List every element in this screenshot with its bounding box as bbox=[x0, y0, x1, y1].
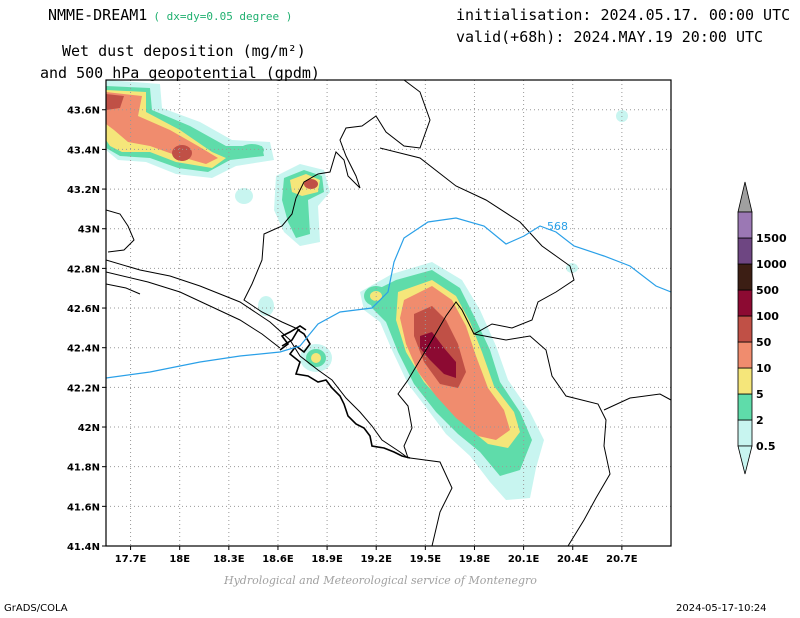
lon-tick-label: 19.8E bbox=[459, 554, 491, 565]
border-line bbox=[106, 259, 409, 459]
colorbar-swatch bbox=[737, 393, 753, 421]
lat-tick-label: 41.4N bbox=[67, 542, 100, 553]
lat-tick-label: 43.6N bbox=[67, 106, 100, 117]
render-timestamp: 2024-05-17-10:24 bbox=[676, 603, 767, 614]
lon-tick-label: 20.1E bbox=[508, 554, 540, 565]
initialisation-time: initialisation: 2024.05.17. 00:00 UTC bbox=[456, 6, 791, 24]
colorbar-label: 2 bbox=[756, 414, 764, 427]
dust-plume-main bbox=[420, 332, 456, 378]
plot-frame bbox=[105, 79, 672, 547]
colorbar: 0.5 2 5 10 50 100 500 1000 1500 bbox=[737, 181, 787, 475]
colorbar-label: 0.5 bbox=[756, 440, 776, 453]
lon-tick-label: 18.6E bbox=[262, 554, 294, 565]
colorbar-cap-bottom bbox=[737, 445, 753, 475]
longitude-axis: 17.7E 18E 18.3E 18.6E 18.9E 19.2E 19.5E 19.8E 20… bbox=[115, 546, 638, 565]
lat-tick-label: 42.2N bbox=[67, 383, 100, 394]
coastline bbox=[279, 325, 307, 351]
contour-label: 568 bbox=[547, 220, 568, 233]
border-line bbox=[106, 271, 281, 349]
lat-tick-label: 43.2N bbox=[67, 185, 100, 196]
latitude-axis: 41.4N 41.6N 41.8N 42N 42.2N 42.4N 42.6N 42.8N 43… bbox=[67, 106, 106, 553]
contour-line bbox=[106, 217, 671, 379]
dust-area-nw bbox=[106, 94, 124, 110]
software-label: GrADS/COLA bbox=[4, 603, 68, 614]
colorbar-label: 100 bbox=[756, 310, 779, 323]
lon-tick-label: 20.7E bbox=[606, 554, 638, 565]
lat-tick-label: 42N bbox=[78, 423, 100, 434]
dust-area-nw bbox=[172, 145, 192, 161]
lon-tick-label: 19.2E bbox=[360, 554, 392, 565]
border-line bbox=[379, 147, 575, 459]
coastline bbox=[281, 328, 411, 459]
dust-area-central-north bbox=[304, 179, 318, 189]
colorbar-swatch bbox=[737, 315, 753, 343]
resolution-label: ( dx=dy=0.05 degree ) bbox=[153, 10, 293, 23]
dust-field bbox=[106, 80, 628, 500]
colorbar-swatch bbox=[737, 289, 753, 317]
lon-tick-label: 19.5E bbox=[410, 554, 442, 565]
lon-tick-label: 18.9E bbox=[311, 554, 343, 565]
lat-tick-label: 41.8N bbox=[67, 463, 100, 474]
colorbar-swatch bbox=[737, 367, 753, 395]
colorbar-label: 1500 bbox=[756, 232, 787, 245]
colorbar-cap-top bbox=[737, 181, 753, 213]
model-name: NMME-DREAM1 ( dx=dy=0.05 degree ) bbox=[48, 6, 292, 24]
border-line bbox=[106, 209, 135, 253]
lat-tick-label: 41.6N bbox=[67, 502, 100, 513]
lat-tick-label: 42.4N bbox=[67, 344, 100, 355]
colorbar-swatch bbox=[737, 419, 753, 447]
colorbar-swatch bbox=[737, 263, 753, 291]
border-line bbox=[106, 283, 141, 295]
coastline-montenegro bbox=[279, 325, 411, 459]
colorbar-swatch bbox=[737, 341, 753, 369]
colorbar-swatch bbox=[737, 237, 753, 265]
border-line bbox=[409, 457, 453, 546]
dust-area-small bbox=[311, 353, 321, 363]
lat-tick-label: 43.4N bbox=[67, 145, 100, 156]
colorbar-label: 50 bbox=[756, 336, 772, 349]
lat-tick-label: 43N bbox=[78, 225, 100, 236]
colorbar-label: 10 bbox=[756, 362, 772, 375]
geopotential-contour-568: 568 bbox=[106, 217, 671, 379]
credit-text: Hydrological and Meteorological service … bbox=[224, 574, 537, 587]
map-grid bbox=[106, 80, 671, 547]
colorbar-label: 1000 bbox=[756, 258, 787, 271]
lon-tick-label: 18E bbox=[169, 554, 190, 565]
lon-tick-label: 20.4E bbox=[557, 554, 589, 565]
lon-tick-label: 18.3E bbox=[213, 554, 245, 565]
colorbar-label: 5 bbox=[756, 388, 764, 401]
dust-area-north bbox=[240, 144, 264, 156]
border-line bbox=[243, 80, 431, 331]
model-label: NMME-DREAM1 bbox=[48, 6, 148, 24]
map-title-line2: and 500 hPa geopotential (gpdm) bbox=[40, 64, 320, 82]
colorbar-label: 500 bbox=[756, 284, 779, 297]
lon-tick-label: 17.7E bbox=[115, 554, 147, 565]
valid-time: valid(+68h): 2024.MAY.19 20:00 UTC bbox=[456, 28, 764, 46]
colorbar-swatch bbox=[737, 211, 753, 239]
dust-area-small bbox=[258, 296, 274, 316]
lat-tick-label: 42.6N bbox=[67, 304, 100, 315]
map-title-line1: Wet dust deposition (mg/m²) bbox=[62, 42, 306, 60]
dust-area-north bbox=[235, 188, 253, 204]
border-line bbox=[473, 333, 611, 546]
lat-tick-label: 42.8N bbox=[67, 264, 100, 275]
country-borders bbox=[106, 80, 671, 546]
border-line bbox=[603, 393, 671, 411]
